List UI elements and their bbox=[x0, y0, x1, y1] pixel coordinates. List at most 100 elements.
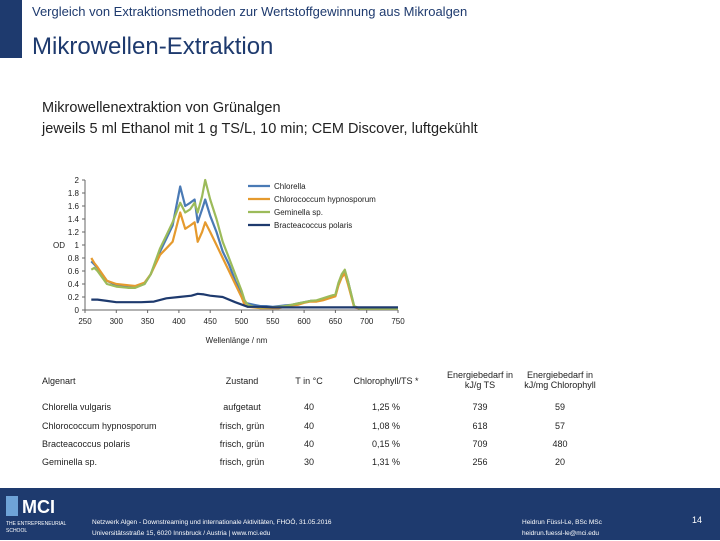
table-cell-text: 1,08 % bbox=[371, 421, 401, 431]
table-cell: 480 bbox=[515, 439, 605, 449]
x-tick-label: 700 bbox=[360, 317, 374, 326]
x-tick-label: 500 bbox=[235, 317, 249, 326]
legend-box bbox=[244, 177, 406, 235]
table-cell: 40 bbox=[284, 402, 334, 412]
table-cell: Chlorococcum hypnosporum bbox=[42, 421, 212, 431]
table-cell: Chlorella vulgaris bbox=[42, 402, 212, 412]
footer-event-info: Netzwerk Algen - Downstreaming und inter… bbox=[92, 517, 332, 539]
footer-bar bbox=[0, 488, 720, 540]
legend-label: Chlorella bbox=[274, 182, 306, 191]
table-cell-text: frisch, grün bbox=[219, 439, 265, 449]
table-cell-text: 256 bbox=[472, 457, 488, 467]
table-cell-text: 40 bbox=[303, 421, 314, 431]
table-cell-text: 618 bbox=[472, 421, 488, 431]
footer-author-info: Heidrun Füssl-Le, BSc MSc heidrun.fuessl… bbox=[522, 517, 602, 539]
table-header-cell-text: kJ/mg Chlorophyll bbox=[524, 380, 596, 390]
table-cell: 256 bbox=[440, 457, 520, 467]
y-axis-label: OD bbox=[53, 241, 65, 250]
series-line-3 bbox=[91, 292, 398, 309]
table-cell-text: 1,25 % bbox=[371, 402, 401, 412]
footer-address-line: Universitätsstraße 15, 6020 Innsbruck / … bbox=[92, 530, 271, 537]
table-cell: 709 bbox=[440, 439, 520, 449]
y-tick-label: 0.6 bbox=[68, 267, 80, 276]
table-cell: 1,08 % bbox=[336, 421, 436, 431]
table-cell: frisch, grün bbox=[212, 457, 272, 467]
table-cell-text: 40 bbox=[303, 439, 314, 449]
table-cell-text: Bracteacoccus polaris bbox=[42, 439, 131, 449]
table-cell-text: Geminella sp. bbox=[42, 457, 98, 467]
table-cell-text: 739 bbox=[472, 402, 488, 412]
table-header-cell-text: Chlorophyll/TS * bbox=[353, 376, 419, 386]
table-header-cell: Algenart bbox=[42, 376, 212, 386]
table-header-cell: Energiebedarf in kJ/g TS bbox=[440, 370, 520, 390]
table-cell-text: Chlorella vulgaris bbox=[42, 402, 112, 412]
header-accent-bar bbox=[0, 0, 22, 58]
table-cell: 30 bbox=[284, 457, 334, 467]
slide-title: Mikrowellen-Extraktion bbox=[32, 33, 274, 60]
legend-label: Geminella sp. bbox=[274, 208, 323, 217]
subtitle-line-1: Mikrowellenextraktion von Grünalgen bbox=[42, 100, 281, 116]
mci-logo: MCI THE ENTREPRENEURIAL SCHOOL bbox=[4, 494, 84, 536]
table-header-cell-text: Algenart bbox=[42, 376, 76, 386]
table-cell: aufgetaut bbox=[212, 402, 272, 412]
table-header-cell-text: Zustand bbox=[225, 376, 259, 386]
table-cell: 40 bbox=[284, 439, 334, 449]
absorbance-chart: 0 0.2 0.4 0.6 0.8 1 1.2 1.4 1.6 1.8 2 250 300 350 400 4… bbox=[53, 176, 406, 345]
table-header-cell: Energiebedarf in kJ/mg Chlorophyll bbox=[515, 370, 605, 390]
series-line-2 bbox=[90, 178, 398, 310]
y-tick-label: 1.4 bbox=[68, 215, 80, 224]
table-cell: frisch, grün bbox=[212, 439, 272, 449]
subtitle-line-2: jeweils 5 ml Ethanol mit 1 g TS/L, 10 mi… bbox=[42, 121, 478, 137]
page-number: 14 bbox=[691, 515, 702, 525]
table-cell: Bracteacoccus polaris bbox=[42, 439, 212, 449]
table-cell-text: frisch, grün bbox=[219, 457, 265, 467]
footer-author-line: Heidrun Füssl-Le, BSc MSc bbox=[522, 519, 602, 526]
table-cell-text: 59 bbox=[554, 402, 565, 412]
footer-email-link[interactable]: heidrun.fuessl-le@mci.edu bbox=[522, 530, 600, 537]
y-tick-label: 1.2 bbox=[68, 228, 80, 237]
table-header-cell-text: T in °C bbox=[295, 376, 323, 386]
x-tick-label: 750 bbox=[391, 317, 405, 326]
table-header-cell: T in °C bbox=[284, 376, 334, 386]
x-tick-label: 250 bbox=[78, 317, 92, 326]
x-tick-label: 300 bbox=[110, 317, 124, 326]
logo-tagline-2: SCHOOL bbox=[6, 528, 27, 534]
table-cell-text: Chlorococcum hypnosporum bbox=[42, 421, 157, 431]
y-tick-label: 2 bbox=[75, 176, 80, 185]
x-tick-label: 450 bbox=[204, 317, 218, 326]
table-header-cell: Chlorophyll/TS * bbox=[336, 376, 436, 386]
table-cell-text: 57 bbox=[554, 421, 565, 431]
y-tick-label: 0.8 bbox=[68, 254, 80, 263]
table-cell: 57 bbox=[515, 421, 605, 431]
table-cell-text: 20 bbox=[554, 457, 565, 467]
table-cell: 1,31 % bbox=[336, 457, 436, 467]
table-cell-text: 480 bbox=[552, 439, 568, 449]
y-tick-label: 0.4 bbox=[68, 280, 80, 289]
slide-subtitle: Mikrowellenextraktion von Grünalgen jewe… bbox=[42, 98, 478, 140]
x-tick-label: 650 bbox=[329, 317, 343, 326]
table-cell-text: 30 bbox=[303, 457, 314, 467]
table-cell-text: frisch, grün bbox=[219, 421, 265, 431]
table-cell-text: 40 bbox=[303, 402, 314, 412]
table-cell-text: 0,15 % bbox=[371, 439, 401, 449]
table-header-cell-text: kJ/g TS bbox=[464, 380, 496, 390]
x-tick-label: 550 bbox=[266, 317, 280, 326]
table-cell: Geminella sp. bbox=[42, 457, 212, 467]
table-cell: 20 bbox=[515, 457, 605, 467]
y-tick-label: 1 bbox=[75, 241, 80, 250]
table-cell: 40 bbox=[284, 421, 334, 431]
table-header-cell-text: Energiebedarf in bbox=[446, 370, 514, 380]
table-cell-text: aufgetaut bbox=[223, 402, 261, 412]
x-tick-label: 350 bbox=[141, 317, 155, 326]
logo-text: MCI bbox=[22, 497, 55, 517]
table-cell: 618 bbox=[440, 421, 520, 431]
y-tick-label: 1.6 bbox=[68, 202, 80, 211]
x-tick-label: 400 bbox=[172, 317, 186, 326]
table-header-cell: Zustand bbox=[212, 376, 272, 386]
footer-event-line: Netzwerk Algen - Downstreaming und inter… bbox=[92, 519, 332, 526]
table-cell: 0,15 % bbox=[336, 439, 436, 449]
presentation-supertitle: Vergleich von Extraktionsmethoden zur We… bbox=[32, 4, 468, 19]
legend-label: Chlorococcum hypnosporum bbox=[274, 195, 376, 204]
logo-tagline-1: THE ENTREPRENEURIAL bbox=[6, 521, 67, 527]
y-tick-label: 0 bbox=[75, 306, 80, 315]
